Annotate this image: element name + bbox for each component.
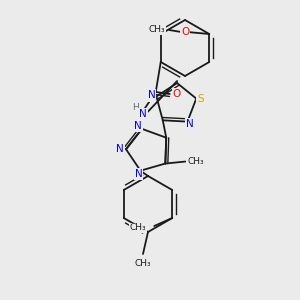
- Text: O: O: [172, 89, 181, 99]
- Text: N: N: [148, 91, 155, 100]
- Text: CH₃: CH₃: [130, 224, 146, 232]
- Text: CH₃: CH₃: [148, 26, 165, 34]
- Text: N: N: [135, 169, 142, 179]
- Text: N: N: [134, 121, 142, 131]
- Text: N: N: [139, 109, 147, 119]
- Text: N: N: [116, 144, 124, 154]
- Text: H: H: [132, 103, 139, 112]
- Text: CH₃: CH₃: [135, 260, 151, 268]
- Text: N: N: [186, 118, 193, 129]
- Text: CH₃: CH₃: [187, 157, 204, 166]
- Text: S: S: [197, 94, 204, 103]
- Text: O: O: [181, 27, 189, 37]
